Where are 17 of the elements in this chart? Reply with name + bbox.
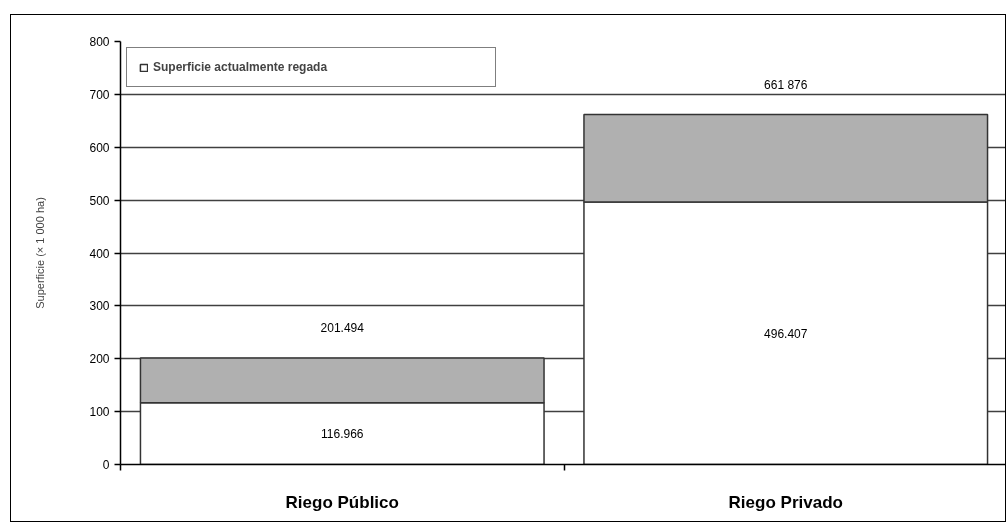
y-tick-label: 100	[89, 405, 110, 420]
total-label: 201.494	[320, 321, 365, 336]
y-tick-label: 300	[89, 299, 110, 314]
y-tick-label: 200	[89, 352, 110, 367]
y-tick-label: 500	[89, 193, 110, 208]
legend-label: Superficie actualmente regada	[153, 60, 329, 74]
total-label: 661 876	[764, 77, 808, 92]
y-tick-label: 400	[89, 246, 110, 261]
data-label: 496.407	[764, 326, 808, 341]
y-tick-label: 700	[89, 87, 110, 102]
y-tick-label: 600	[89, 140, 110, 155]
y-tick-label: 0	[102, 458, 110, 472]
y-tick-label: 800	[89, 35, 110, 49]
x-tick-label: Riego Público	[285, 492, 399, 512]
y-axis-title: Superficie (× 1 000 ha)	[34, 197, 47, 309]
x-tick-label: Riego Privado	[728, 492, 843, 512]
data-label: 116.966	[321, 427, 364, 442]
